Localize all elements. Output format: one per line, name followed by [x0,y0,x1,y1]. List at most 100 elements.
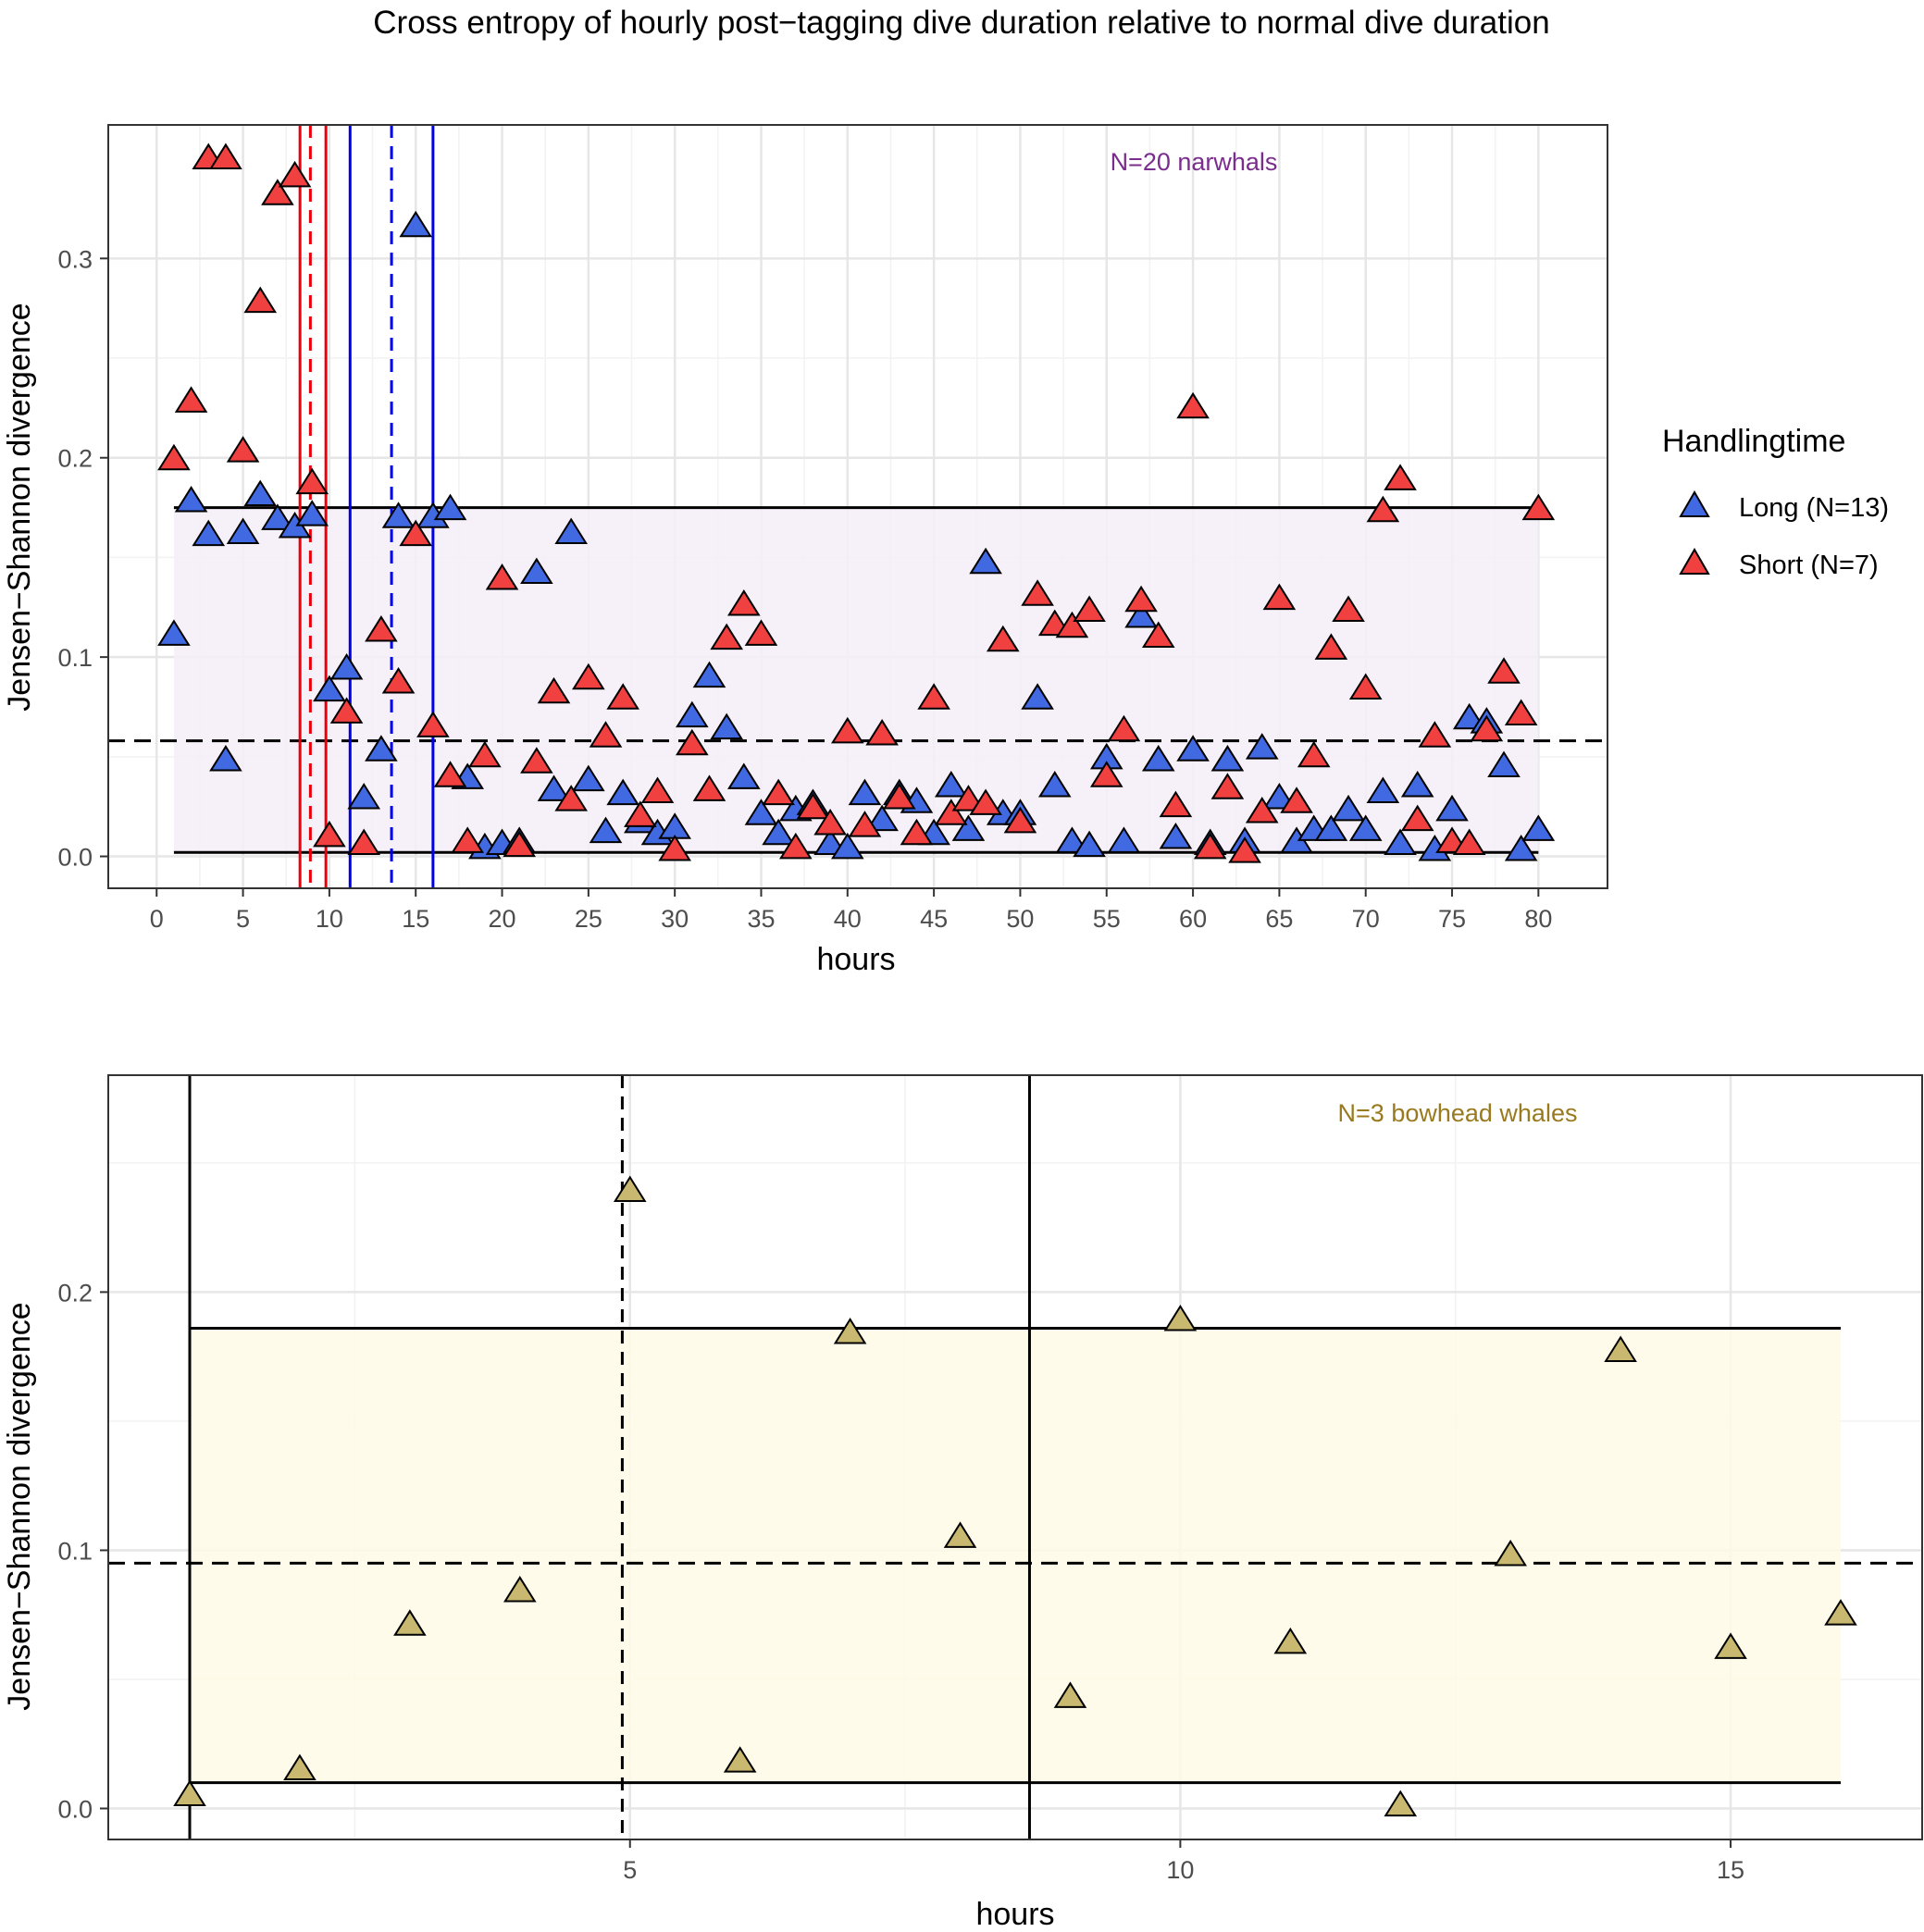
data-point [969,788,1002,815]
data-point [261,503,294,530]
data-point [468,740,502,768]
data-point [1089,761,1123,787]
data-point [1384,464,1417,490]
data-point [347,782,381,810]
data-point [1452,828,1486,856]
data-point [416,711,450,737]
data-point [692,774,726,801]
data-point [613,1175,647,1202]
data-point [900,818,934,846]
x-tick-label: 80 [1524,905,1552,933]
data-point [1332,794,1365,822]
data-point [1504,834,1538,861]
data-point [951,814,986,841]
data-point [1073,830,1106,858]
data-point [1159,823,1193,849]
data-point [1418,721,1452,748]
data-point [1384,828,1417,856]
data-point [727,762,761,789]
legend-entry-long: Long (N=13) [1679,489,1889,523]
bowhead-y-axis-label: Jensen−Shannon divergence [2,1302,37,1710]
data-point [1487,657,1521,684]
narwhal-panel: 0 5 10 15 20 25 30 35 40 45 50 55 60 65 70 75 80 0.00.10… [2,124,1608,977]
data-point [865,804,899,832]
bowhead-panel: 5 10 15 0.0 0.1 0.2 N=3 bowhead whales hours… [2,1074,1923,1932]
data-point [1366,495,1400,523]
data-point [865,719,899,746]
data-point [572,764,605,792]
data-point [226,517,260,544]
data-point [848,811,882,837]
data-point [1521,493,1556,521]
data-point [1435,794,1469,822]
data-point [1037,771,1072,798]
narwhal-annotation: N=20 narwhals [1111,148,1278,176]
data-point [624,800,657,827]
data-point [1245,733,1279,760]
bowhead-band [190,1328,1841,1783]
data-point [1400,804,1434,832]
data-point [1055,826,1089,853]
x-tick-label: 70 [1352,905,1380,933]
data-point [347,828,381,856]
narwhal-points [157,142,1556,863]
bowhead-frame [107,1074,1923,1840]
data-point [1521,814,1556,841]
data-point [710,712,743,740]
data-point [723,1746,757,1773]
x-tick-label: 20 [489,905,516,933]
data-point [399,210,433,238]
x-tick-label: 50 [1006,905,1034,933]
data-point [520,747,553,774]
data-point [283,1753,317,1781]
data-point [226,436,260,463]
data-point [520,557,553,585]
x-tick-label: 5 [236,905,250,933]
data-point [882,782,916,810]
legend: Handlingtime Long (N=13) Short (N=7) [1662,424,1889,580]
data-point [554,785,588,811]
data-point [1245,797,1279,824]
data-point [1297,740,1331,768]
data-point [1107,826,1141,853]
data-point [399,519,433,547]
data-point [813,808,847,836]
data-point [1604,1335,1637,1362]
x-tick-label: 35 [747,905,775,933]
data-point [830,716,864,744]
bowhead-x-ticks: 5 10 15 [623,1839,1744,1884]
data-point [1159,790,1193,818]
data-point [381,502,416,528]
x-tick-label: 55 [1093,905,1121,933]
data-point [313,820,346,848]
narwhal-x-axis-label: hours [816,942,895,977]
narwhal-frame [107,124,1608,889]
y-tick-label: 0.2 [57,445,93,473]
data-point [1314,633,1348,660]
data-point [1124,585,1158,613]
data-point [243,479,278,507]
data-point [1003,806,1037,834]
bowhead-x-axis-label: hours [975,1897,1054,1932]
data-point [830,832,864,860]
x-tick-label: 30 [661,905,689,933]
bowhead-points [173,1175,1857,1817]
data-point [1228,836,1261,863]
data-point [157,443,191,471]
data-point [537,676,571,704]
data-point [762,818,795,846]
data-point [295,500,329,526]
x-tick-label: 5 [623,1856,637,1884]
data-point [943,1521,977,1548]
x-tick-label: 60 [1179,905,1207,933]
x-tick-label: 25 [575,905,602,933]
data-point [1141,621,1175,648]
data-point [393,1609,427,1636]
data-point [1504,699,1538,725]
data-point [1107,714,1141,742]
data-point [1141,745,1175,772]
data-point [951,785,986,811]
data-point [209,142,242,170]
data-point [554,517,588,544]
x-tick-label: 65 [1265,905,1293,933]
